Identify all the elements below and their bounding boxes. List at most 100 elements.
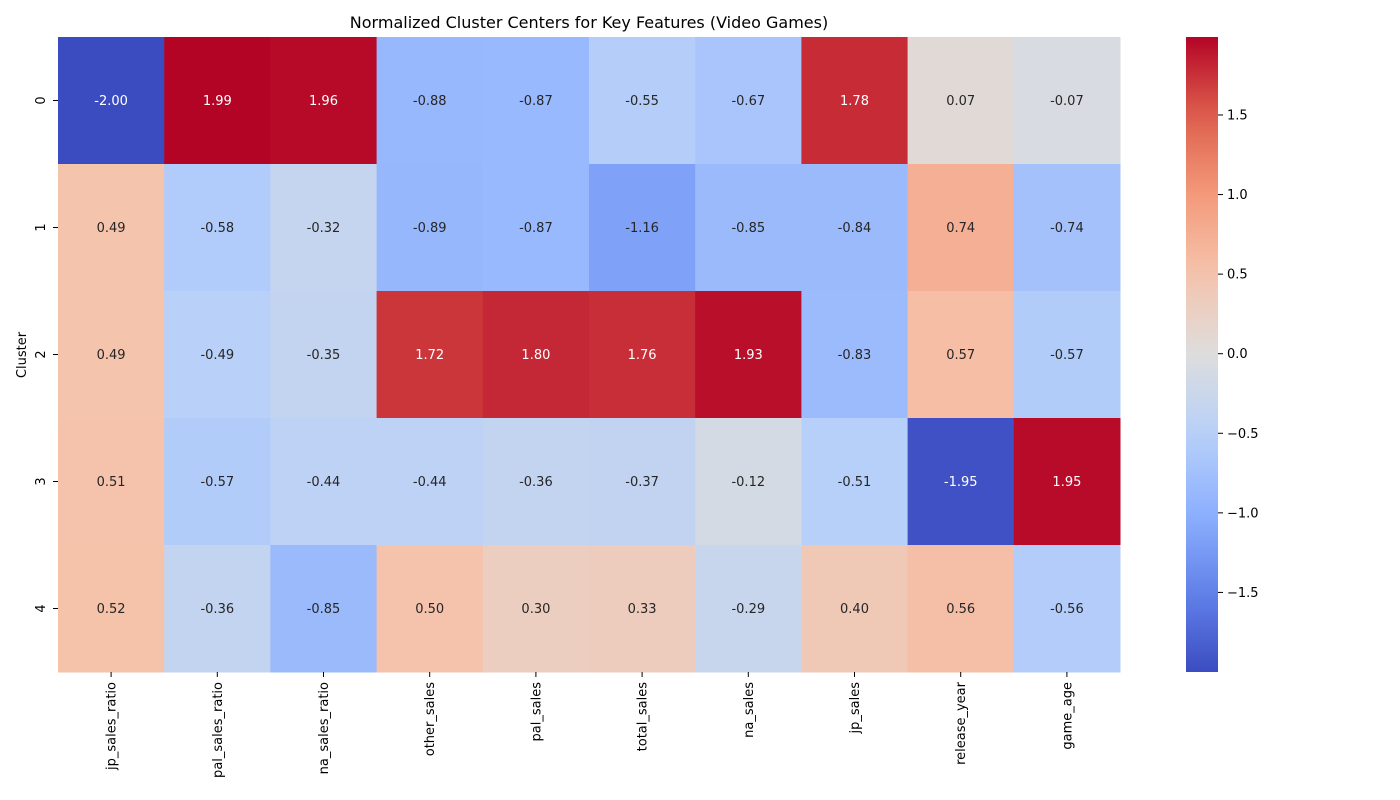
- heatmap-cell: [589, 545, 696, 673]
- cell-value-label: 1.72: [415, 348, 444, 363]
- heatmap-cell: [270, 164, 378, 292]
- heatmap-cell: [589, 164, 696, 292]
- heatmap-cell: [1013, 291, 1121, 419]
- cell-value-label: -0.36: [519, 475, 553, 490]
- heatmap-cell: [270, 418, 378, 546]
- x-tick-label: total_sales: [636, 682, 651, 752]
- colorbar-tick-label: 0.0: [1227, 347, 1248, 362]
- cell-value-label: 0.57: [946, 348, 975, 363]
- cell-value-label: -2.00: [94, 94, 128, 109]
- heatmap-cell: [801, 418, 909, 546]
- cell-value-label: 0.30: [521, 602, 550, 617]
- colorbar-ticks: −1.5 −1.0 −0.5 0.0 0.5 1.0 1.5: [1218, 108, 1259, 601]
- y-tick-label: 2: [34, 350, 49, 358]
- cell-value-label: -0.36: [200, 602, 234, 617]
- cell-value-label: -0.44: [307, 475, 341, 490]
- heatmap-cell: [58, 418, 165, 546]
- cell-value-label: -0.12: [731, 475, 765, 490]
- cell-value-label: -0.83: [838, 348, 872, 363]
- heatmap-cell: [164, 37, 271, 165]
- y-tick-label: 0: [34, 96, 49, 104]
- heatmap-cell: [695, 37, 802, 165]
- heatmap-cell: [58, 37, 165, 165]
- heatmap-cell: [1013, 418, 1121, 546]
- heatmap-cell: [164, 418, 271, 546]
- x-axis-ticks: jp_sales_ratio pal_sales_ratio na_sales_ra…: [105, 672, 1075, 778]
- heatmap-cell: [58, 291, 165, 419]
- cell-value-label: 0.51: [97, 475, 126, 490]
- cell-value-label: 1.80: [521, 348, 550, 363]
- cell-value-label: -0.32: [307, 221, 341, 236]
- cell-value-label: -0.07: [1050, 94, 1084, 109]
- chart-title: Normalized Cluster Centers for Key Featu…: [350, 13, 828, 32]
- cell-value-label: 1.76: [628, 348, 657, 363]
- colorbar-tick-label: 1.0: [1227, 188, 1248, 203]
- x-tick-label: other_sales: [423, 682, 438, 756]
- y-tick-label: 4: [34, 604, 49, 612]
- heatmap-cell: [376, 37, 484, 165]
- heatmap-cell: [1013, 164, 1121, 292]
- heatmap-cell: [58, 545, 165, 673]
- heatmap-cells: [58, 37, 1121, 673]
- cell-value-label: 0.74: [946, 221, 975, 236]
- y-axis-ticks: 0 1 2 3 4: [34, 96, 58, 613]
- heatmap-cell: [482, 418, 590, 546]
- x-tick-label: jp_sales_ratio: [105, 682, 120, 771]
- heatmap-cell: [270, 545, 378, 673]
- cell-value-label: -0.89: [413, 221, 447, 236]
- heatmap-cell: [376, 545, 484, 673]
- cell-value-label: 0.52: [97, 602, 126, 617]
- x-tick-label: release_year: [954, 681, 969, 765]
- cell-value-label: -0.67: [731, 94, 765, 109]
- cell-value-label: 0.33: [628, 602, 657, 617]
- cell-value-label: -0.58: [200, 221, 234, 236]
- cell-value-label: -0.55: [625, 94, 659, 109]
- heatmap-cell: [376, 164, 484, 292]
- cell-value-label: -0.85: [307, 602, 341, 617]
- heatmap-cell-labels: -2.00 1.99 1.96 -0.88 -0.87 -0.55 -0.67 1.78 0.0…: [94, 94, 1083, 617]
- cell-value-label: -0.57: [200, 475, 234, 490]
- heatmap-cell: [907, 291, 1015, 419]
- cell-value-label: -0.44: [413, 475, 447, 490]
- heatmap-cell: [1013, 545, 1121, 673]
- cell-value-label: -0.88: [413, 94, 447, 109]
- heatmap-cell: [801, 37, 909, 165]
- heatmap-cell: [801, 164, 909, 292]
- cell-value-label: -0.37: [625, 475, 659, 490]
- cell-value-label: 1.78: [840, 94, 869, 109]
- y-tick-label: 3: [34, 477, 49, 485]
- heatmap-cell: [589, 418, 696, 546]
- colorbar-tick-label: −0.5: [1227, 427, 1259, 442]
- heatmap-cell: [589, 37, 696, 165]
- y-tick-label: 1: [34, 223, 49, 231]
- heatmap-cell: [482, 291, 590, 419]
- heatmap-cell: [695, 164, 802, 292]
- cell-value-label: 0.40: [840, 602, 869, 617]
- heatmap-cell: [376, 418, 484, 546]
- cell-value-label: -0.56: [1050, 602, 1084, 617]
- heatmap-cell: [907, 37, 1015, 165]
- cell-value-label: 0.07: [946, 94, 975, 109]
- heatmap-cell: [695, 291, 802, 419]
- heatmap-cell: [164, 291, 271, 419]
- y-axis-label: Cluster: [15, 331, 30, 378]
- cell-value-label: -0.87: [519, 94, 553, 109]
- heatmap-cell: [801, 291, 909, 419]
- cell-value-label: 0.56: [946, 602, 975, 617]
- x-tick-label: na_sales_ratio: [317, 682, 332, 774]
- x-tick-label: pal_sales: [529, 682, 544, 742]
- heatmap-cell: [907, 418, 1015, 546]
- cell-value-label: -0.85: [731, 221, 765, 236]
- colorbar-tick-label: −1.0: [1227, 506, 1259, 521]
- heatmap-cell: [695, 545, 802, 673]
- x-tick-label: jp_sales: [848, 682, 863, 735]
- cell-value-label: -0.57: [1050, 348, 1084, 363]
- cell-value-label: -0.87: [519, 221, 553, 236]
- cell-value-label: 0.50: [415, 602, 444, 617]
- heatmap-cell: [270, 291, 378, 419]
- colorbar: [1186, 37, 1218, 672]
- cell-value-label: 0.49: [97, 348, 126, 363]
- heatmap-cell: [482, 164, 590, 292]
- heatmap-cell: [695, 418, 802, 546]
